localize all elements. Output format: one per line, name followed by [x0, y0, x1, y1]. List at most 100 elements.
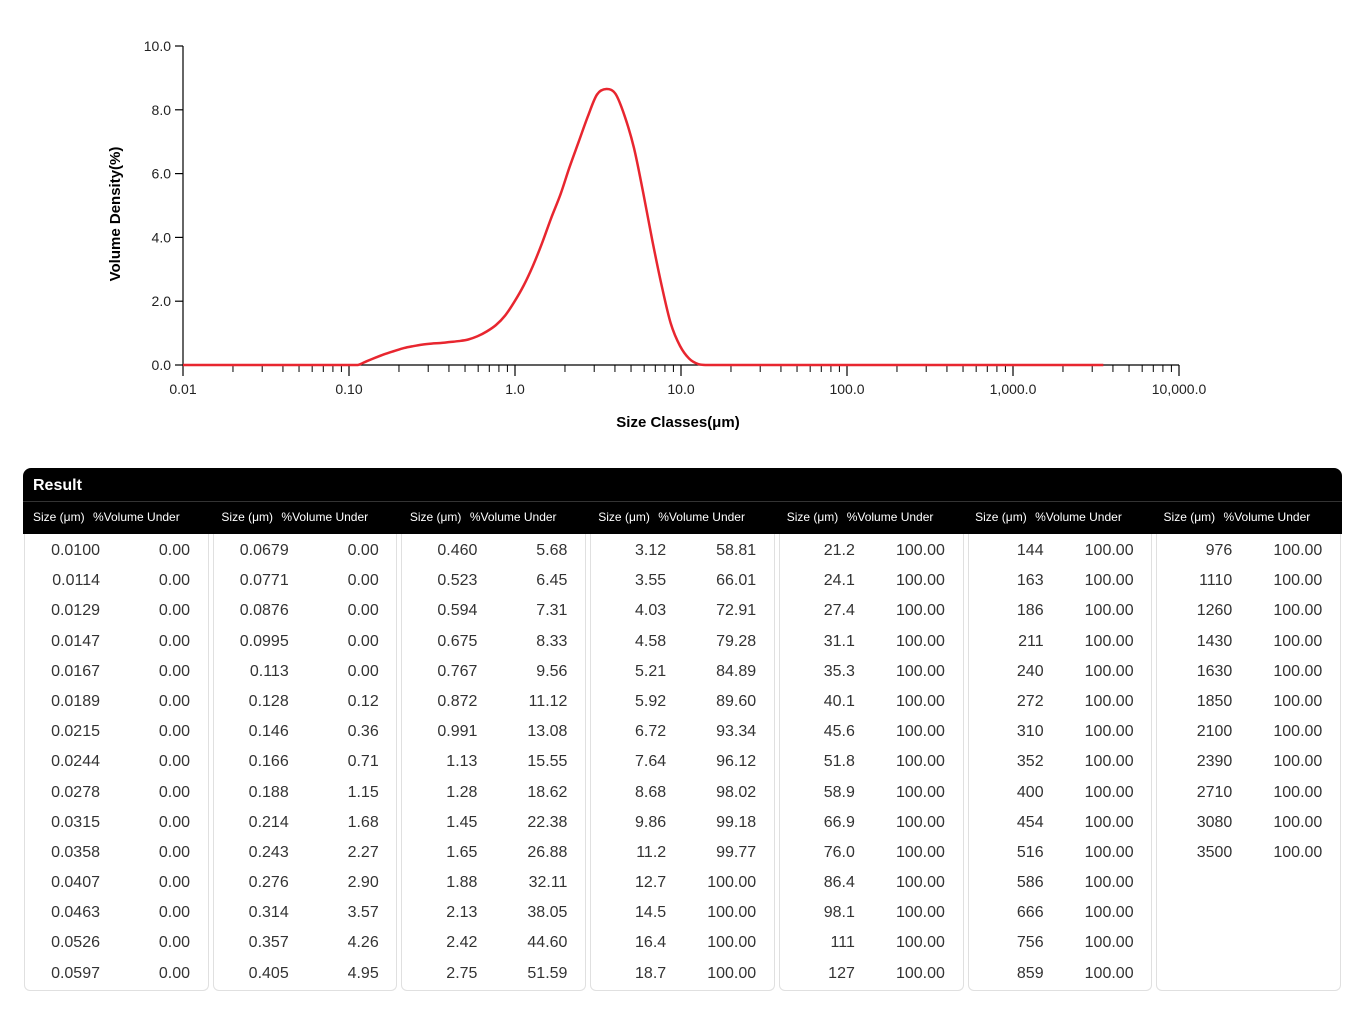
- size-cell: 1.65: [446, 843, 478, 861]
- table-row: 76.0 100.00: [780, 838, 963, 868]
- volume-under-cell: 58.81: [716, 542, 757, 559]
- volume-under-cell: 0.00: [158, 813, 190, 831]
- volume-under-cell: 0.00: [158, 692, 190, 710]
- column-header-group: Size (μm) %Volume Under: [23, 502, 211, 534]
- table-row: 11.2 99.77: [591, 838, 774, 868]
- size-cell: 21.2: [823, 542, 855, 559]
- column-header-group: Size (μm) %Volume Under: [211, 502, 399, 534]
- x-tick-label: 0.10: [335, 381, 362, 397]
- volume-under-cell: 100.00: [1084, 904, 1134, 922]
- volume-under-cell: 100.00: [895, 934, 945, 952]
- volume-under-cell: 100.00: [1273, 662, 1323, 680]
- table-row: 0.0315 0.00: [25, 808, 208, 838]
- table-row: 0.166 0.71: [214, 747, 397, 777]
- volume-under-header: %Volume Under: [281, 510, 369, 524]
- size-cell: 0.0114: [52, 572, 100, 590]
- volume-under-cell: 13.08: [527, 723, 568, 741]
- table-row: 756 100.00: [969, 928, 1152, 958]
- volume-under-cell: 11.12: [528, 692, 568, 710]
- table-row: 1.45 22.38: [402, 808, 585, 838]
- size-cell: 0.166: [248, 753, 289, 771]
- size-cell: 0.0771: [239, 572, 289, 590]
- volume-under-cell: 72.91: [716, 602, 757, 620]
- volume-under-cell: 100.00: [707, 904, 757, 922]
- size-cell: 0.675: [437, 632, 478, 650]
- table-row: 0.0463 0.00: [25, 898, 208, 928]
- size-cell: 0.146: [248, 723, 289, 741]
- size-cell: 0.0315: [51, 813, 100, 831]
- volume-under-cell: 100.00: [1084, 542, 1134, 559]
- table-row: 1.28 18.62: [402, 778, 585, 808]
- size-cell: 0.0876: [239, 602, 289, 620]
- column-header-group: Size (μm) %Volume Under: [965, 502, 1153, 534]
- table-row: 0.675 8.33: [402, 627, 585, 657]
- table-row: 3.12 58.81: [591, 536, 774, 566]
- size-cell: 86.4: [823, 874, 855, 892]
- volume-under-cell: 100.00: [1084, 723, 1134, 741]
- volume-under-cell: 99.77: [716, 843, 757, 861]
- y-tick-label: 8.0: [152, 102, 172, 118]
- volume-under-cell: 18.62: [527, 783, 568, 801]
- size-cell: 0.991: [437, 723, 478, 741]
- volume-under-cell: 100.00: [707, 874, 757, 892]
- volume-under-cell: 100.00: [895, 662, 945, 680]
- size-cell: 0.0679: [239, 542, 289, 559]
- volume-under-cell: 66.01: [716, 572, 757, 590]
- volume-under-cell: 0.00: [347, 632, 379, 650]
- table-row: 1110 100.00: [1157, 566, 1340, 596]
- size-cell: 144: [1016, 542, 1044, 559]
- size-cell: 0.405: [248, 964, 289, 982]
- volume-under-cell: 0.00: [347, 602, 379, 620]
- size-cell: 0.594: [437, 602, 478, 620]
- size-cell: 111: [830, 934, 855, 952]
- table-row: 186 100.00: [969, 596, 1152, 626]
- volume-under-cell: 4.95: [347, 964, 379, 982]
- size-header: Size (μm): [975, 510, 1027, 524]
- table-row: 0.405 4.95: [214, 959, 397, 989]
- size-cell: 8.68: [635, 783, 667, 801]
- table-row: 1850 100.00: [1157, 687, 1340, 717]
- size-header: Size (μm): [598, 510, 650, 524]
- table-row: 0.146 0.36: [214, 717, 397, 747]
- table-row: 0.0358 0.00: [25, 838, 208, 868]
- result-column: 976 100.00 1110 100.00 1260 100.00 1430 100.00 1…: [1156, 534, 1342, 991]
- volume-under-cell: 100.00: [1084, 572, 1134, 590]
- size-cell: 0.128: [248, 692, 289, 710]
- size-cell: 0.0407: [51, 874, 100, 892]
- volume-under-cell: 0.00: [158, 874, 190, 892]
- volume-under-cell: 38.05: [527, 904, 568, 922]
- volume-under-cell: 0.36: [347, 723, 379, 741]
- volume-under-cell: 0.00: [158, 934, 190, 952]
- volume-under-cell: 7.31: [536, 602, 568, 620]
- size-cell: 0.0147: [51, 632, 100, 650]
- table-row: 45.6 100.00: [780, 717, 963, 747]
- volume-under-cell: 100.00: [1084, 964, 1134, 982]
- volume-under-cell: 84.89: [716, 662, 757, 680]
- size-cell: 1.88: [446, 874, 478, 892]
- x-tick-label: 1,000.0: [990, 381, 1037, 397]
- table-row: 0.0526 0.00: [25, 928, 208, 958]
- volume-under-cell: 100.00: [1084, 692, 1134, 710]
- volume-under-cell: 100.00: [895, 783, 945, 801]
- size-cell: 1260: [1196, 602, 1233, 620]
- size-cell: 24.1: [823, 572, 855, 590]
- volume-under-cell: 2.90: [347, 874, 379, 892]
- volume-under-cell: 99.18: [716, 813, 757, 831]
- size-cell: 0.0244: [51, 753, 100, 771]
- result-column: 0.0100 0.00 0.0114 0.00 0.0129 0.00 0.0147 0.00…: [24, 534, 209, 991]
- table-row: 0.0147 0.00: [25, 627, 208, 657]
- table-row: 352 100.00: [969, 747, 1152, 777]
- size-header: Size (μm): [221, 510, 274, 524]
- volume-under-cell: 0.71: [347, 753, 379, 771]
- table-row: 66.9 100.00: [780, 808, 963, 838]
- table-row: 127 100.00: [780, 959, 963, 989]
- volume-under-cell: 2.27: [347, 843, 379, 861]
- size-cell: 976: [1205, 542, 1233, 559]
- volume-under-cell: 89.60: [716, 692, 757, 710]
- volume-under-cell: 98.02: [716, 783, 757, 801]
- y-tick-label: 4.0: [152, 229, 172, 245]
- size-cell: 186: [1016, 602, 1044, 620]
- size-cell: 0.276: [248, 874, 289, 892]
- size-cell: 1110: [1199, 572, 1233, 590]
- volume-under-cell: 100.00: [895, 843, 945, 861]
